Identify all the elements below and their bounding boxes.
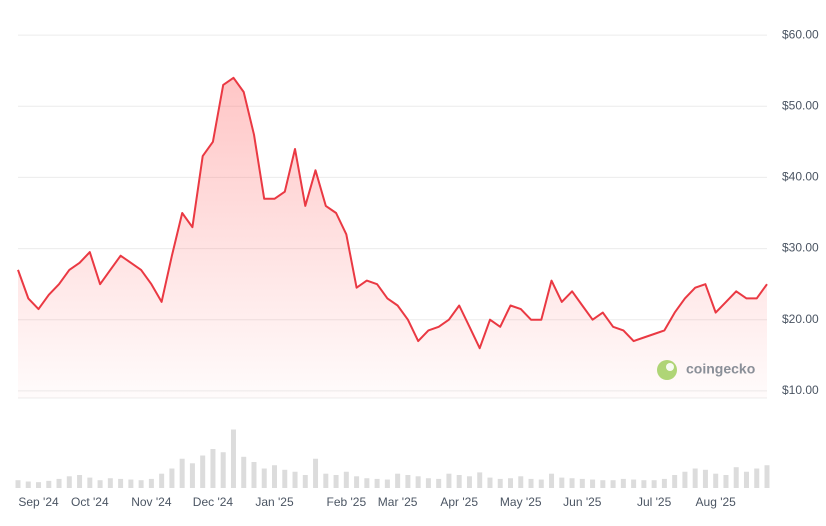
volume-bar xyxy=(702,469,708,488)
volume-bar xyxy=(497,478,503,488)
price-line xyxy=(17,76,768,350)
volume-bar xyxy=(713,473,719,488)
volume-bar xyxy=(682,471,688,488)
volume-bar xyxy=(466,476,472,488)
x-tick-label: Mar '25 xyxy=(378,495,418,509)
volume-bar xyxy=(692,468,698,488)
volume-bar xyxy=(261,468,267,488)
volume-bar xyxy=(425,478,431,488)
volume-bar xyxy=(333,475,339,488)
volume-bar xyxy=(292,471,298,488)
volume-bar xyxy=(436,478,442,488)
x-tick-label: Aug '25 xyxy=(696,495,737,509)
volume-bar xyxy=(754,468,760,488)
volume-bar xyxy=(189,463,195,488)
price-area xyxy=(18,77,767,399)
volume-bar xyxy=(384,479,390,488)
volume-bar xyxy=(549,473,555,488)
volume-bar xyxy=(456,475,462,488)
volume-bar xyxy=(97,480,103,488)
volume-bar xyxy=(487,477,493,488)
volume-bar xyxy=(405,475,411,488)
x-tick-label: Oct '24 xyxy=(71,495,109,509)
volume-bar xyxy=(446,473,452,488)
volume-bar xyxy=(200,455,206,488)
volume-bar xyxy=(282,469,288,488)
volume-bar xyxy=(25,481,31,488)
volume-bar xyxy=(159,473,165,488)
volume-bar xyxy=(538,479,544,488)
volume-bar xyxy=(631,479,637,488)
x-tick-label: Sep '24 xyxy=(18,495,59,509)
x-tick-label: Jan '25 xyxy=(255,495,294,509)
volume-bar xyxy=(138,480,144,488)
volume-bar xyxy=(210,449,216,488)
x-tick-label: Dec '24 xyxy=(193,495,234,509)
volume-bar xyxy=(313,458,319,488)
volume-bar xyxy=(723,475,729,488)
volume-bar xyxy=(148,478,154,488)
volume-bar xyxy=(507,478,513,488)
volume-bar xyxy=(672,475,678,488)
volume-bar xyxy=(230,429,236,488)
volume-bar xyxy=(36,482,42,488)
volume-bar xyxy=(66,476,72,488)
watermark-text: coingecko xyxy=(686,361,755,377)
volume-bar xyxy=(733,467,739,488)
volume-bar xyxy=(302,475,308,488)
volume-bar xyxy=(374,478,380,488)
x-tick-label: Apr '25 xyxy=(440,495,478,509)
volume-bar xyxy=(364,478,370,488)
volume-bar xyxy=(77,475,83,488)
volume-bar xyxy=(579,478,585,488)
volume-bar xyxy=(764,465,770,488)
x-tick-label: Nov '24 xyxy=(131,495,172,509)
x-tick-label: Feb '25 xyxy=(327,495,367,509)
volume-bar xyxy=(610,480,616,488)
volume-bar xyxy=(107,478,113,488)
x-tick-label: May '25 xyxy=(500,495,542,509)
volume-bar xyxy=(559,477,565,488)
volume-bar xyxy=(343,471,349,488)
volume-bar xyxy=(569,478,575,488)
volume-bar xyxy=(590,479,596,488)
volume-bar xyxy=(323,473,329,488)
volume-bar xyxy=(528,478,534,488)
volume-bar xyxy=(661,478,667,488)
volume-bar xyxy=(743,471,749,488)
y-tick-label: $30.00 xyxy=(782,241,819,255)
volume-bar xyxy=(272,465,278,488)
x-tick-label: Jun '25 xyxy=(563,495,602,509)
y-tick-label: $10.00 xyxy=(782,383,819,397)
y-tick-label: $20.00 xyxy=(782,312,819,326)
y-tick-label: $40.00 xyxy=(782,170,819,184)
volume-bar xyxy=(118,478,124,488)
volume-bar xyxy=(477,472,483,488)
volume-bar xyxy=(641,480,647,488)
volume-bar xyxy=(179,458,185,488)
volume-bar xyxy=(251,462,257,488)
volume-bar xyxy=(395,473,401,488)
volume-bar xyxy=(600,480,606,488)
volume-bar xyxy=(169,468,175,488)
volume-bar xyxy=(651,480,657,488)
volume-bar xyxy=(56,478,62,488)
volume-bar xyxy=(46,480,52,488)
y-tick-label: $50.00 xyxy=(782,98,819,112)
watermark: coingecko xyxy=(657,360,755,380)
x-tick-label: Jul '25 xyxy=(637,495,672,509)
volume-bar xyxy=(241,456,247,488)
volume-bar xyxy=(620,478,626,488)
volume-bar xyxy=(128,479,134,488)
volume-bar xyxy=(354,476,360,488)
volume-bar xyxy=(415,476,421,488)
volume-bar xyxy=(15,480,21,488)
volume-bar xyxy=(220,452,226,488)
volume-bar xyxy=(87,477,93,488)
y-tick-label: $60.00 xyxy=(782,27,819,41)
volume-bar xyxy=(518,476,524,488)
